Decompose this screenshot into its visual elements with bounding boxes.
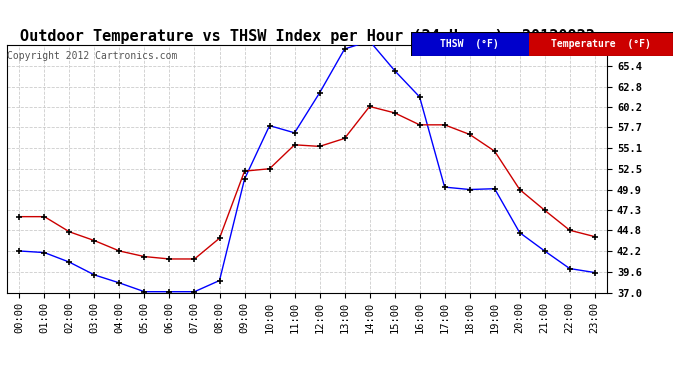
FancyBboxPatch shape <box>411 32 529 56</box>
Text: THSW  (°F): THSW (°F) <box>440 39 499 49</box>
Text: Copyright 2012 Cartronics.com: Copyright 2012 Cartronics.com <box>7 51 177 61</box>
Text: Temperature  (°F): Temperature (°F) <box>551 39 651 49</box>
Title: Outdoor Temperature vs THSW Index per Hour (24 Hours)  20120923: Outdoor Temperature vs THSW Index per Ho… <box>19 29 595 44</box>
FancyBboxPatch shape <box>529 32 673 56</box>
